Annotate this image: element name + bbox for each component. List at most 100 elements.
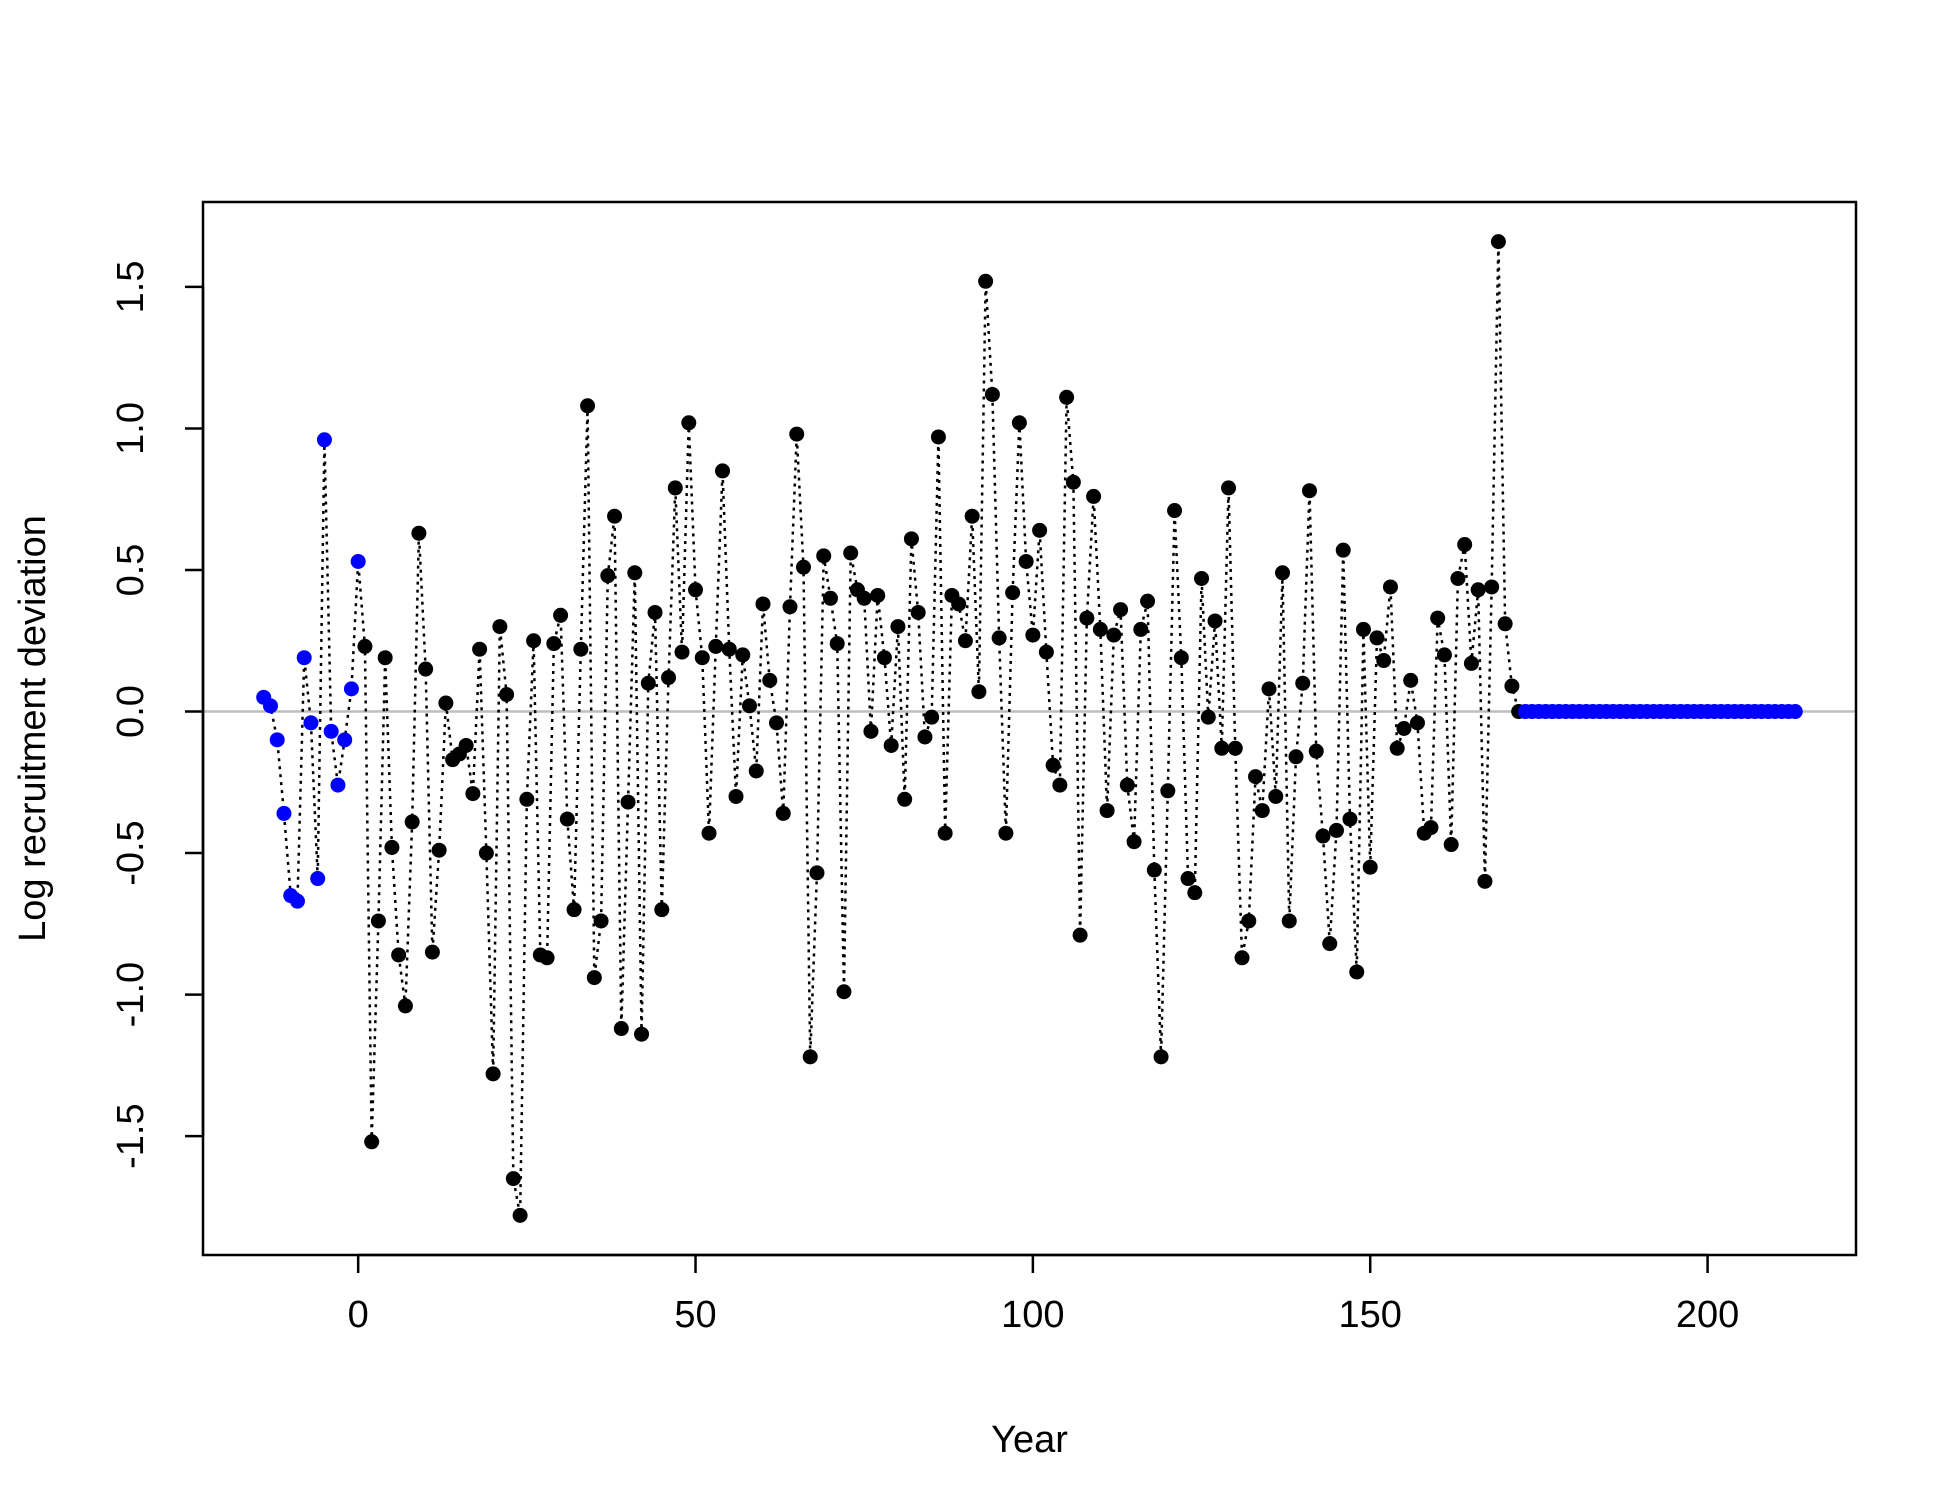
data-point xyxy=(843,545,859,561)
data-point xyxy=(1355,621,1371,637)
data-point xyxy=(1295,675,1311,691)
data-point xyxy=(1241,913,1257,929)
data-point xyxy=(580,398,596,414)
data-point xyxy=(1490,234,1506,250)
data-point xyxy=(1146,862,1162,878)
data-point xyxy=(647,604,663,620)
data-point xyxy=(323,723,339,739)
data-point xyxy=(384,839,400,855)
data-point xyxy=(1288,749,1304,765)
data-point xyxy=(1504,678,1520,694)
data-point xyxy=(1059,389,1075,405)
data-point xyxy=(802,1049,818,1065)
data-point xyxy=(1268,788,1284,804)
data-point xyxy=(1248,769,1264,785)
data-point xyxy=(1099,803,1115,819)
data-point xyxy=(370,913,386,929)
x-axis: 0 50 100 150 200 xyxy=(348,1253,1739,1336)
data-point xyxy=(1092,621,1108,637)
data-point xyxy=(1221,480,1237,496)
data-point xyxy=(526,633,542,649)
data-point xyxy=(721,641,737,657)
data-point xyxy=(1396,721,1412,736)
data-point xyxy=(978,273,994,289)
data-point xyxy=(627,565,643,581)
data-point xyxy=(397,998,413,1014)
data-point xyxy=(1194,570,1210,586)
data-point xyxy=(937,825,953,841)
data-point xyxy=(350,553,366,569)
data-point xyxy=(1119,777,1135,793)
data-point xyxy=(262,698,278,714)
data-point xyxy=(1025,627,1041,643)
data-point xyxy=(1234,950,1250,966)
data-point xyxy=(357,638,373,654)
data-point xyxy=(1430,610,1446,626)
data-point xyxy=(1126,834,1142,850)
data-point xyxy=(762,672,778,688)
data-point xyxy=(492,619,508,635)
data-point xyxy=(519,791,535,807)
data-point xyxy=(404,814,420,830)
data-point xyxy=(1302,483,1317,499)
data-point xyxy=(775,805,791,821)
data-point xyxy=(1214,740,1230,756)
data-point xyxy=(1153,1049,1169,1065)
data-point xyxy=(654,902,670,918)
data-point xyxy=(465,786,481,802)
data-point xyxy=(795,559,811,575)
data-point xyxy=(391,947,407,963)
data-point xyxy=(553,607,569,623)
data-point xyxy=(1450,570,1466,586)
data-point xyxy=(559,811,575,827)
data-point xyxy=(910,604,926,620)
data-point xyxy=(1167,503,1183,519)
data-point xyxy=(620,794,636,810)
data-point xyxy=(472,641,488,657)
data-point xyxy=(1086,488,1102,504)
data-point xyxy=(1484,579,1500,595)
data-point xyxy=(1335,542,1351,558)
data-point xyxy=(782,599,798,615)
data-point xyxy=(883,737,899,753)
data-point xyxy=(1443,837,1459,853)
data-point xyxy=(890,619,906,635)
data-point xyxy=(1463,655,1479,671)
y-tick-label: -0.5 xyxy=(110,820,152,885)
data-point xyxy=(377,650,393,666)
data-point xyxy=(1227,740,1243,756)
data-point xyxy=(1328,822,1344,838)
data-point xyxy=(742,698,757,714)
data-point xyxy=(1342,811,1358,827)
data-point xyxy=(1018,553,1034,569)
data-point xyxy=(870,587,886,603)
data-point xyxy=(1477,873,1493,889)
data-point xyxy=(1308,743,1324,759)
y-tick-label: -1.5 xyxy=(110,1103,152,1168)
x-tick-label: 50 xyxy=(674,1294,716,1336)
data-point xyxy=(951,596,967,612)
data-point xyxy=(715,463,731,479)
data-point xyxy=(755,596,771,612)
x-tick-label: 150 xyxy=(1339,1294,1402,1336)
data-point xyxy=(735,647,751,663)
data-point xyxy=(1011,415,1027,431)
data-point xyxy=(930,429,946,445)
data-point xyxy=(688,582,704,598)
data-point xyxy=(748,763,764,779)
data-point xyxy=(1065,474,1081,490)
data-point xyxy=(1005,585,1021,601)
x-axis-title: Year xyxy=(991,1419,1068,1461)
data-point xyxy=(303,715,319,731)
data-point xyxy=(1032,522,1048,538)
data-point xyxy=(863,723,879,739)
data-point xyxy=(957,633,973,649)
data-point xyxy=(512,1207,528,1223)
data-point xyxy=(1200,709,1216,725)
data-point xyxy=(546,636,562,652)
data-point xyxy=(1038,644,1054,660)
data-point xyxy=(1079,610,1095,626)
data-point xyxy=(1281,913,1297,929)
data-point xyxy=(289,893,305,909)
data-point xyxy=(276,805,292,821)
